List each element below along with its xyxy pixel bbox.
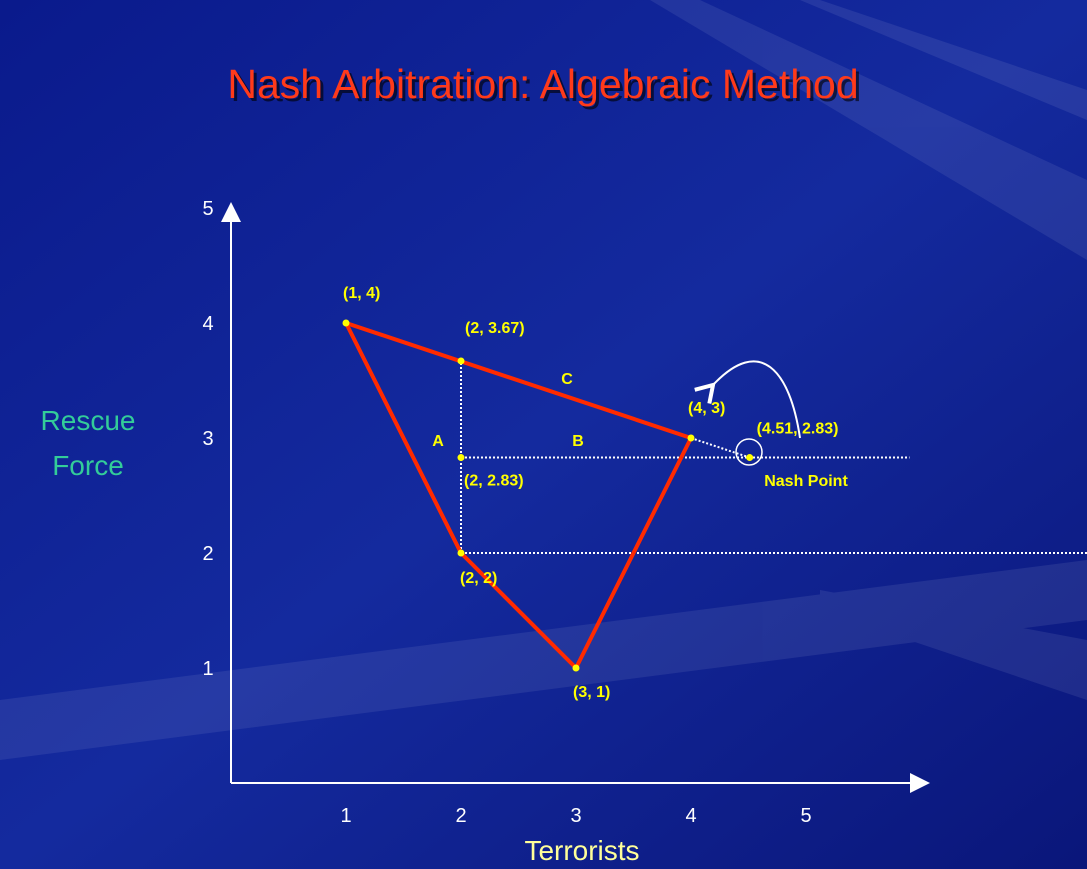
nash-circle — [735, 438, 763, 466]
point — [572, 664, 580, 672]
chart-title: Nash Arbitration: Algebraic Method — [227, 61, 858, 107]
point-label: (2, 3.67) — [465, 320, 525, 337]
y-tick-label: 1 — [202, 658, 213, 680]
x-tick-label: 3 — [570, 805, 581, 827]
x-tick-label: 5 — [800, 805, 811, 827]
y-axis-label: Rescue — [41, 405, 136, 436]
y-tick-label: 3 — [202, 428, 213, 450]
point — [457, 549, 465, 557]
point — [457, 454, 465, 462]
background-streaks — [0, 0, 1087, 760]
curved-arrow — [694, 360, 801, 439]
point — [687, 434, 695, 442]
point-label: (1, 4) — [343, 285, 380, 302]
point-label: (4, 3) — [688, 400, 725, 417]
annotation: Nash Point — [764, 473, 848, 490]
x-axis-label: Terrorists — [524, 835, 639, 866]
y-tick-label: 4 — [202, 313, 213, 335]
point-label: (3, 1) — [573, 684, 610, 701]
x-tick-label: 4 — [685, 805, 696, 827]
y-tick-label: 5 — [202, 198, 213, 220]
point-label: (2, 2) — [460, 570, 497, 587]
x-tick-label: 2 — [455, 805, 466, 827]
point-label: (2, 2.83) — [464, 473, 524, 490]
y-tick-label: 2 — [202, 543, 213, 565]
point-label: (4.51, 2.83) — [757, 421, 839, 438]
annotation: A — [432, 433, 444, 450]
annotation: B — [572, 433, 584, 450]
point — [342, 319, 350, 327]
annotation: C — [561, 371, 573, 388]
title-shadow: Nash Arbitration: Algebraic Method — [230, 64, 861, 110]
point — [746, 454, 754, 462]
point — [457, 357, 465, 365]
x-tick-label: 1 — [340, 805, 351, 827]
y-axis-label: Force — [52, 450, 124, 481]
